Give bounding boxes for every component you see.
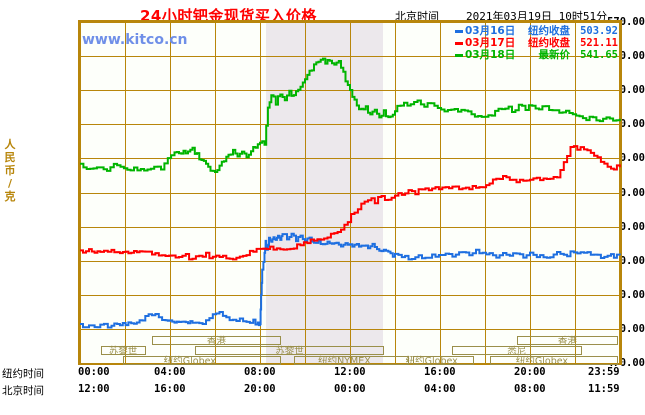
x-tick-label: 12:00	[334, 366, 366, 378]
x-tick-label: 08:00	[514, 383, 546, 395]
kitco-watermark: www.kitco.cn	[82, 32, 188, 48]
x-tick-label: 04:00	[424, 383, 456, 395]
gridline-vertical	[215, 22, 216, 363]
gridline-vertical	[125, 22, 126, 363]
y-axis-title: 人民币 / 克	[4, 138, 16, 203]
market-session-bars: 香港 香港 苏黎世 苏黎世 悉尼 纽约Globex 纽约NYMEX 纽约Globex 纽约Glo…	[78, 336, 622, 367]
gridline-vertical	[350, 22, 351, 363]
legend-value: 503.92	[580, 25, 618, 37]
session-bar	[152, 336, 281, 345]
gridline-vertical	[530, 22, 531, 363]
session-bar	[100, 346, 146, 355]
legend-date: 03月17日	[465, 37, 516, 49]
x-tick-label: 20:00	[514, 366, 546, 378]
gridline-vertical	[80, 22, 81, 363]
gridline-vertical	[395, 22, 396, 363]
legend-type: 纽约收盘	[528, 37, 570, 49]
series-line-green	[80, 57, 621, 173]
gridline-horizontal	[80, 363, 620, 364]
x-axis-name: 北京时间	[2, 385, 44, 397]
gridline-vertical	[260, 22, 261, 363]
gridline-vertical	[440, 22, 441, 363]
session-label: 香港	[206, 336, 226, 347]
legend-date: 03月16日	[465, 25, 516, 37]
chart-plot-area	[78, 20, 622, 365]
x-axis-name: 纽约时间	[2, 368, 44, 380]
legend-item: 03月17日 纽约收盘 521.11	[455, 37, 622, 49]
x-axis-beijing: 北京时间 12:00 16:00 20:00 00:00 04:00 08:00 11:59	[0, 383, 645, 398]
legend-item: 03月18日 最新价 541.65	[455, 49, 622, 61]
x-tick-label: 16:00	[424, 366, 456, 378]
chart-legend: 03月16日 纽约收盘 503.92 03月17日 纽约收盘 521.11 03月18日 最新…	[455, 25, 622, 61]
beijing-time-label: 北京时间	[395, 10, 439, 23]
x-tick-label: 20:00	[244, 383, 276, 395]
legend-value: 521.11	[580, 37, 618, 49]
legend-type: 纽约收盘	[528, 25, 570, 37]
x-tick-label: 08:00	[244, 366, 276, 378]
x-tick-label: 23:59	[588, 366, 620, 378]
x-axis-newyork: 纽约时间 00:00 04:00 08:00 12:00 16:00 20:00 23:59	[0, 366, 645, 381]
series-line-blue	[80, 232, 621, 329]
chart-series-lines	[80, 57, 621, 329]
session-bar	[489, 356, 618, 365]
session-label: 纽约NYMEX	[318, 356, 371, 367]
session-label: 纽约Globex	[515, 356, 569, 367]
gridline-vertical	[305, 22, 306, 363]
legend-color-swatch	[455, 29, 463, 33]
legend-type: 最新价	[538, 49, 571, 61]
x-tick-label: 00:00	[78, 366, 110, 378]
legend-color-swatch	[455, 53, 463, 57]
x-tick-label: 04:00	[154, 366, 186, 378]
session-bar	[413, 356, 474, 365]
x-tick-label: 00:00	[334, 383, 366, 395]
session-bar	[123, 356, 281, 365]
x-tick-label: 11:59	[588, 383, 620, 395]
session-label: 纽约Globex	[405, 356, 458, 367]
session-label: 苏黎世	[275, 346, 304, 357]
gridline-vertical	[170, 22, 171, 363]
session-bar	[294, 356, 409, 365]
legend-color-swatch	[455, 41, 463, 45]
gridline-vertical	[619, 22, 620, 363]
session-bar	[451, 346, 582, 355]
session-bar	[516, 336, 618, 345]
legend-item: 03月16日 纽约收盘 503.92	[455, 25, 622, 37]
beijing-time-value: 2021年03月19日 10时51分	[466, 10, 608, 23]
session-highlight-band	[265, 22, 383, 363]
x-tick-label: 16:00	[154, 383, 186, 395]
series-line-red	[80, 145, 621, 261]
legend-date: 03月18日	[465, 49, 516, 61]
session-label: 苏黎世	[108, 346, 138, 357]
gridline-vertical	[575, 22, 576, 363]
session-label: 纽约Globex	[163, 356, 216, 367]
legend-value: 541.65	[580, 49, 618, 61]
gridline-vertical	[485, 22, 486, 363]
session-label: 香港	[557, 336, 577, 347]
session-label: 悉尼	[507, 346, 527, 357]
session-bar	[195, 346, 384, 355]
x-tick-label: 12:00	[78, 383, 110, 395]
